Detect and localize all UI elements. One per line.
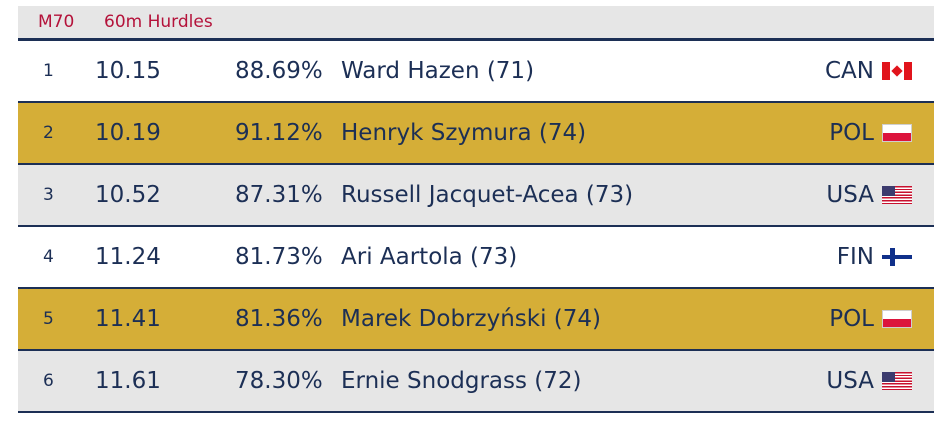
event-title: 60m Hurdles: [104, 12, 213, 32]
age-grade: 91.12%: [235, 120, 323, 146]
category-label: M70: [38, 12, 75, 32]
result-row: 3 10.52 87.31% Russell Jacquet-Acea (73)…: [18, 165, 934, 227]
country: USA: [826, 368, 912, 394]
country-code: FIN: [836, 244, 874, 270]
place: 5: [43, 309, 54, 329]
event-header: M70 60m Hurdles: [18, 6, 934, 41]
country-code: POL: [829, 120, 874, 146]
poland-flag-icon: [882, 310, 912, 328]
age-grade: 78.30%: [235, 368, 323, 394]
country: USA: [826, 182, 912, 208]
country-code: CAN: [825, 58, 874, 84]
athlete-name: Ernie Snodgrass (72): [341, 368, 582, 394]
country: POL: [829, 306, 912, 332]
place: 2: [43, 123, 54, 143]
athlete-name: Henryk Szymura (74): [341, 120, 587, 146]
poland-flag-icon: [882, 124, 912, 142]
result-row: 4 11.24 81.73% Ari Aartola (73) FIN: [18, 227, 934, 289]
age-grade: 87.31%: [235, 182, 323, 208]
usa-flag-icon: [882, 372, 912, 390]
usa-flag-icon: [882, 186, 912, 204]
place: 4: [43, 247, 54, 267]
age-grade: 88.69%: [235, 58, 323, 84]
time: 11.41: [95, 306, 161, 332]
athlete-name: Russell Jacquet-Acea (73): [341, 182, 634, 208]
finland-flag-icon: [882, 248, 912, 266]
country: FIN: [837, 244, 912, 270]
time: 11.61: [95, 368, 161, 394]
country: POL: [829, 120, 912, 146]
country-code: USA: [826, 182, 874, 208]
time: 10.15: [95, 58, 161, 84]
result-row: 6 11.61 78.30% Ernie Snodgrass (72) USA: [18, 351, 934, 413]
result-row: 2 10.19 91.12% Henryk Szymura (74) POL: [18, 103, 934, 165]
time: 10.19: [95, 120, 161, 146]
athlete-name: Marek Dobrzyński (74): [341, 306, 601, 332]
country: CAN: [825, 58, 912, 84]
canada-flag-icon: [882, 62, 912, 80]
age-grade: 81.36%: [235, 306, 323, 332]
athlete-name: Ward Hazen (71): [341, 58, 535, 84]
time: 10.52: [95, 182, 161, 208]
place: 3: [43, 185, 54, 205]
place: 1: [43, 61, 54, 81]
result-row: 5 11.41 81.36% Marek Dobrzyński (74) POL: [18, 289, 934, 351]
athlete-name: Ari Aartola (73): [341, 244, 518, 270]
result-row: 1 10.15 88.69% Ward Hazen (71) CAN: [18, 41, 934, 103]
time: 11.24: [95, 244, 161, 270]
country-code: USA: [826, 368, 874, 394]
age-grade: 81.73%: [235, 244, 323, 270]
results-board: M70 60m Hurdles 1 10.15 88.69% Ward Haze…: [18, 6, 934, 413]
place: 6: [43, 371, 54, 391]
country-code: POL: [829, 306, 874, 332]
